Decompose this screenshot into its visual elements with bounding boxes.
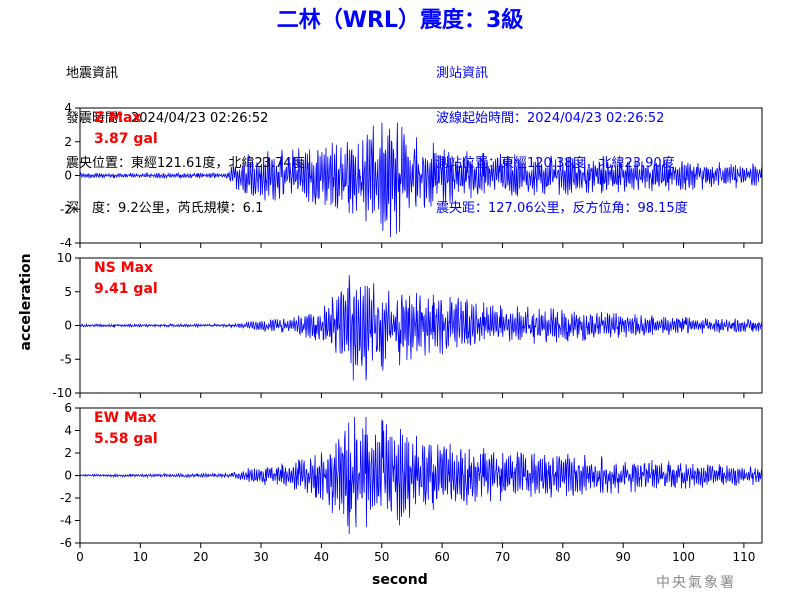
- agency-logo-text: 中央氣象署: [656, 575, 736, 591]
- x-tick-label: 40: [314, 550, 329, 564]
- y-tick-label: 4: [64, 101, 72, 115]
- epicentral-distance: 震央距：127.06公里，反方位角：98.15度: [436, 201, 688, 216]
- quake-depth-magnitude: 深 度：9.2公里，芮氏規模：6.1: [66, 201, 264, 216]
- peak-label-ns: NS Max: [94, 260, 153, 276]
- quake-info-heading: 地震資訊: [66, 66, 119, 81]
- y-tick-label: -5: [60, 352, 72, 366]
- waveform-ew: [79, 416, 763, 535]
- peak-label-z: Z Max: [94, 110, 141, 126]
- peak-label-ew: EW Max: [94, 410, 156, 426]
- waveform-ns: [79, 275, 763, 381]
- x-tick-label: 30: [253, 550, 268, 564]
- peak-value-z: 3.87 gal: [94, 131, 158, 147]
- x-tick-label: 100: [672, 550, 695, 564]
- waveform-z: [79, 122, 763, 238]
- page-title: 二林（WRL）震度：3級: [276, 8, 524, 33]
- y-tick-label: -2: [60, 491, 72, 505]
- y-tick-label: 6: [64, 401, 72, 415]
- x-tick-label: 70: [495, 550, 510, 564]
- y-tick-label: -6: [60, 536, 72, 550]
- y-tick-label: 5: [64, 285, 72, 299]
- y-tick-label: -4: [60, 236, 72, 250]
- x-axis-label: second: [372, 572, 428, 588]
- y-tick-label: 2: [64, 446, 72, 460]
- quake-epicenter: 震央位置：東經121.61度，北緯23.74度: [66, 156, 305, 171]
- x-tick-label: 50: [374, 550, 389, 564]
- y-tick-label: 10: [57, 251, 72, 265]
- y-tick-label: 0: [64, 319, 72, 333]
- peak-value-ew: 5.58 gal: [94, 431, 158, 447]
- y-tick-label: -2: [60, 202, 72, 216]
- y-tick-label: 2: [64, 135, 72, 149]
- x-tick-label: 10: [133, 550, 148, 564]
- x-tick-label: 80: [555, 550, 570, 564]
- quake-info: 地震資訊 發震時間：2024/04/23 02:26:52 震央位置：東經121…: [66, 36, 305, 231]
- y-tick-label: 4: [64, 424, 72, 438]
- y-tick-label: -10: [52, 386, 72, 400]
- y-axis-label: acceleration: [18, 253, 34, 351]
- y-tick-label: 0: [64, 169, 72, 183]
- peak-value-ns: 9.41 gal: [94, 281, 158, 297]
- x-tick-label: 0: [76, 550, 84, 564]
- x-tick-label: 90: [616, 550, 631, 564]
- waveform-start-time: 波線起始時間：2024/04/23 02:26:52: [436, 111, 665, 126]
- station-info-heading: 測站資訊: [436, 66, 489, 81]
- quake-origin-time: 發震時間：2024/04/23 02:26:52: [66, 111, 269, 126]
- y-tick-label: -4: [60, 514, 72, 528]
- x-tick-label: 110: [732, 550, 755, 564]
- x-tick-label: 60: [434, 550, 449, 564]
- y-tick-label: 0: [64, 469, 72, 483]
- x-tick-label: 20: [193, 550, 208, 564]
